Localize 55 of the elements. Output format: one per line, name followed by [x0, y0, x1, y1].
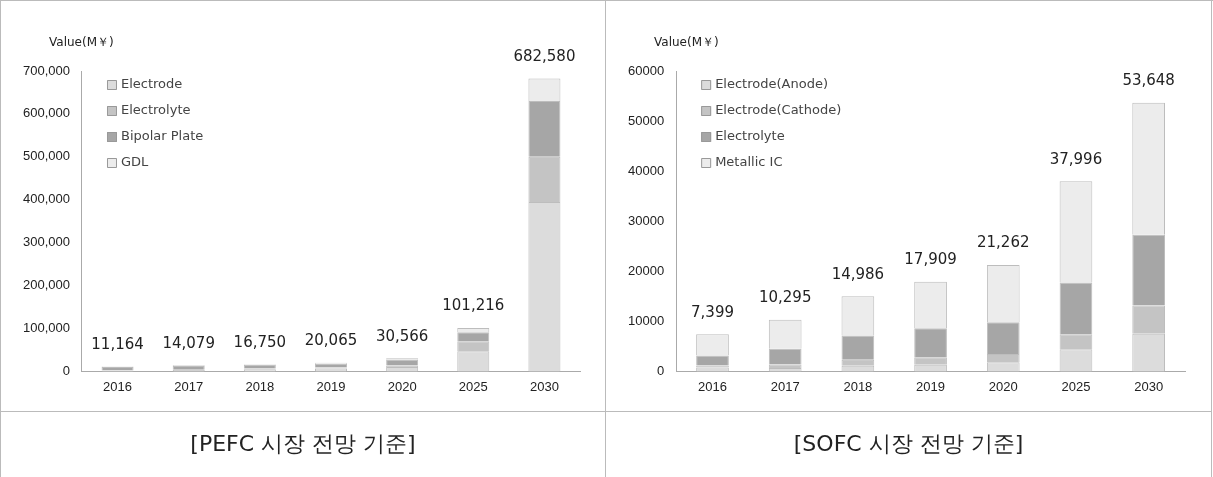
total-label: 16,750	[233, 332, 287, 351]
total-label: 17,909	[904, 250, 957, 269]
y-tick-label: 40000	[627, 162, 665, 178]
x-tick-label: 2030	[1134, 378, 1164, 394]
x-tick-label: 2019	[916, 378, 946, 394]
x-tick-label: 2025	[1061, 378, 1091, 394]
y-tick-label: 20000	[627, 262, 665, 278]
y-tick-label: 400,000	[22, 191, 70, 207]
total-label: 7,399	[691, 302, 734, 321]
legend-label: Electrode(Cathode)	[715, 102, 842, 118]
y-axis-title: Value(M￥)	[49, 35, 114, 50]
y-tick-label: 500,000	[22, 148, 70, 164]
text: [PEFC 시장 전망 기준]	[1, 411, 605, 476]
legend-label: Electrolyte	[120, 102, 191, 118]
total-label: 11,164	[91, 335, 144, 353]
y-tick-label: 600,000	[22, 105, 70, 121]
x-tick-label: 2018	[245, 378, 275, 394]
x-tick-label: 2017	[770, 378, 800, 394]
total-label: 53,648	[1122, 71, 1175, 90]
x-tick-label: 2016	[698, 378, 727, 394]
y-tick-label: 30000	[627, 212, 665, 228]
total-label: 30,566	[375, 326, 429, 345]
total-label: 14,986	[831, 264, 885, 283]
y-tick-label: 50000	[627, 112, 665, 128]
y-axis-title: Value(M￥)	[654, 35, 719, 50]
y-tick-label: 10000	[627, 312, 665, 328]
y-tick-label: 700,000	[22, 62, 70, 78]
x-tick-label: 2016	[103, 378, 133, 394]
legend-label: Electrolyte	[715, 128, 785, 144]
total-label: 37,996	[1049, 149, 1103, 168]
x-tick-label: 2020	[988, 378, 1018, 394]
text: [SOFC 시장 전망 기준]	[606, 411, 1211, 476]
total-label: 14,079	[162, 333, 215, 352]
y-tick-label: 0	[62, 362, 70, 378]
y-tick-label: 100,000	[22, 320, 70, 336]
x-tick-label: 2020	[387, 378, 417, 394]
total-label: 20,065	[304, 331, 358, 350]
x-tick-label: 2019	[316, 378, 346, 394]
total-label: 682,580	[513, 46, 576, 65]
legend-label: Metallic IC	[715, 154, 783, 170]
x-tick-label: 2030	[529, 378, 559, 394]
legend-label: Electrode	[120, 76, 183, 92]
y-tick-label: 300,000	[22, 234, 70, 250]
y-tick-label: 200,000	[22, 277, 70, 293]
total-label: 10,295	[758, 288, 812, 307]
legend-label: GDL	[120, 154, 150, 170]
x-tick-label: 2018	[843, 378, 873, 394]
x-tick-label: 2025	[458, 378, 488, 394]
total-label: 21,262	[977, 233, 1030, 252]
x-tick-label: 2017	[174, 378, 204, 394]
legend-label: Electrode(Anode)	[715, 76, 828, 92]
y-tick-label: 0	[656, 362, 665, 378]
y-tick-label: 60000	[627, 62, 665, 78]
legend-label: Bipolar Plate	[120, 128, 204, 144]
total-label: 101,216	[442, 296, 505, 315]
